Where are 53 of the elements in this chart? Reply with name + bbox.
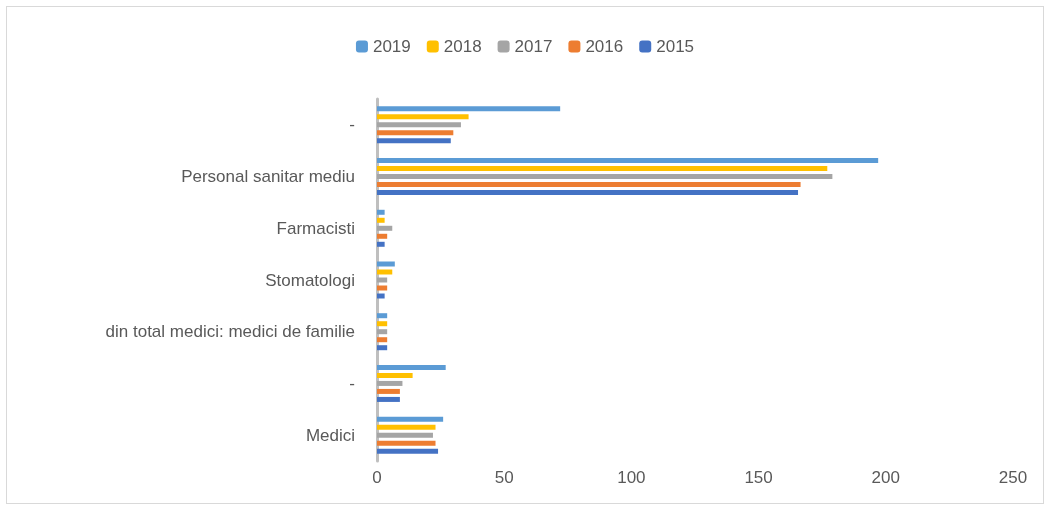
bar bbox=[377, 329, 388, 335]
bar bbox=[377, 138, 451, 144]
bar bbox=[377, 293, 385, 299]
bar bbox=[377, 114, 469, 120]
bar bbox=[377, 209, 385, 215]
bar bbox=[377, 174, 833, 180]
bar bbox=[377, 337, 388, 343]
bar bbox=[377, 158, 879, 164]
bar bbox=[377, 261, 395, 267]
x-tick-label: 0 bbox=[372, 468, 382, 487]
x-tick-label: 250 bbox=[998, 468, 1028, 487]
bar bbox=[377, 321, 388, 327]
bar bbox=[377, 166, 828, 172]
y-tick-label: Stomatologi bbox=[265, 270, 355, 290]
legend-label: 2016 bbox=[585, 37, 624, 56]
bar bbox=[377, 380, 403, 386]
bar bbox=[377, 182, 801, 188]
bar bbox=[377, 130, 454, 136]
y-tick-label: Farmacisti bbox=[276, 218, 355, 238]
bar bbox=[377, 277, 388, 283]
x-tick-label: 150 bbox=[744, 468, 773, 487]
legend-label: 2017 bbox=[514, 37, 553, 56]
legend-label: 2019 bbox=[372, 37, 411, 56]
bar bbox=[377, 217, 385, 223]
y-tick-label: din total medici: medici de familie bbox=[105, 322, 355, 342]
bar bbox=[377, 424, 436, 430]
bar bbox=[377, 388, 400, 394]
bar bbox=[377, 241, 385, 247]
y-tick-label: Medici bbox=[305, 425, 355, 445]
bar bbox=[377, 440, 436, 446]
bar bbox=[377, 364, 446, 370]
y-tick-label: - bbox=[349, 373, 355, 393]
bar bbox=[377, 190, 799, 196]
bar bbox=[377, 313, 388, 319]
bar bbox=[377, 396, 400, 402]
x-tick-label: 100 bbox=[617, 468, 646, 487]
x-tick-label: 200 bbox=[871, 468, 900, 487]
y-tick-label: Personal sanitar mediu bbox=[181, 167, 355, 187]
x-tick-label: 50 bbox=[494, 468, 514, 487]
bar bbox=[377, 416, 444, 422]
bar bbox=[377, 345, 388, 351]
bar bbox=[377, 269, 393, 275]
legend-label: 2018 bbox=[443, 37, 482, 56]
bar bbox=[377, 225, 393, 231]
bar bbox=[377, 233, 388, 239]
bar bbox=[377, 122, 461, 128]
y-tick-label: - bbox=[349, 115, 355, 135]
bar bbox=[377, 285, 388, 291]
bar bbox=[377, 372, 413, 378]
bar bbox=[377, 432, 433, 438]
legend-label: 2015 bbox=[656, 37, 695, 56]
bar bbox=[377, 448, 439, 454]
bar bbox=[377, 106, 561, 112]
